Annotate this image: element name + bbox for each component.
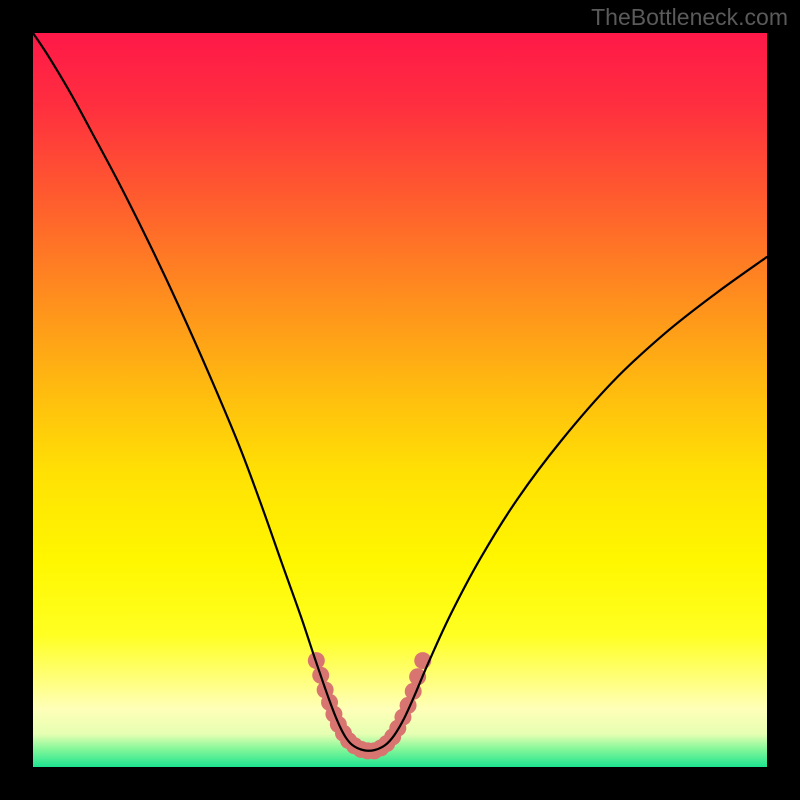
plot-area (33, 33, 767, 767)
watermark-text: TheBottleneck.com (591, 4, 788, 31)
curve-overlay (33, 33, 767, 767)
chart-container: TheBottleneck.com (0, 0, 800, 800)
bottleneck-curve (33, 33, 767, 751)
highlight-points (308, 652, 431, 759)
